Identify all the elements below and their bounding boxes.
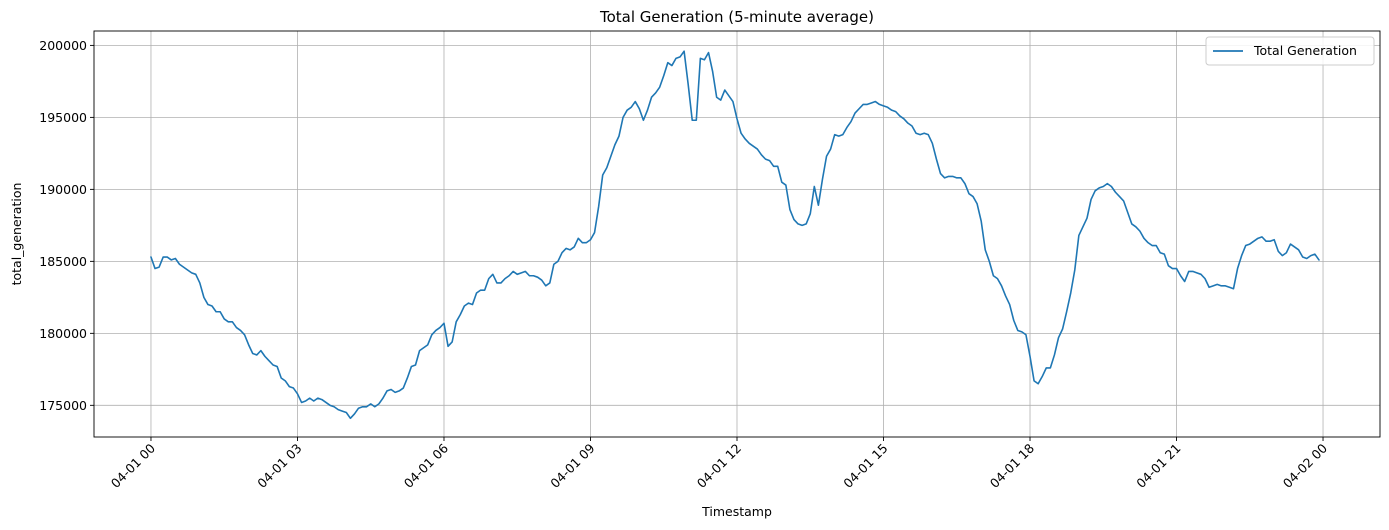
grid <box>94 31 1380 437</box>
x-axis-label: Timestamp <box>701 504 772 519</box>
y-tick-label: 175000 <box>39 398 87 413</box>
y-tick-label: 180000 <box>39 326 87 341</box>
legend-box <box>1205 36 1375 66</box>
y-axis-label: total_generation <box>9 183 24 286</box>
series-line-total-generation <box>150 50 1320 420</box>
legend: Total Generation <box>1205 36 1375 66</box>
y-tick-label: 190000 <box>39 182 87 197</box>
y-tick-label: 195000 <box>39 110 87 125</box>
chart-title: Total Generation (5-minute average) <box>599 8 874 26</box>
y-tick-label: 200000 <box>39 38 87 53</box>
y-tick-label: 185000 <box>39 254 87 269</box>
legend-label: Total Generation <box>1253 43 1357 58</box>
